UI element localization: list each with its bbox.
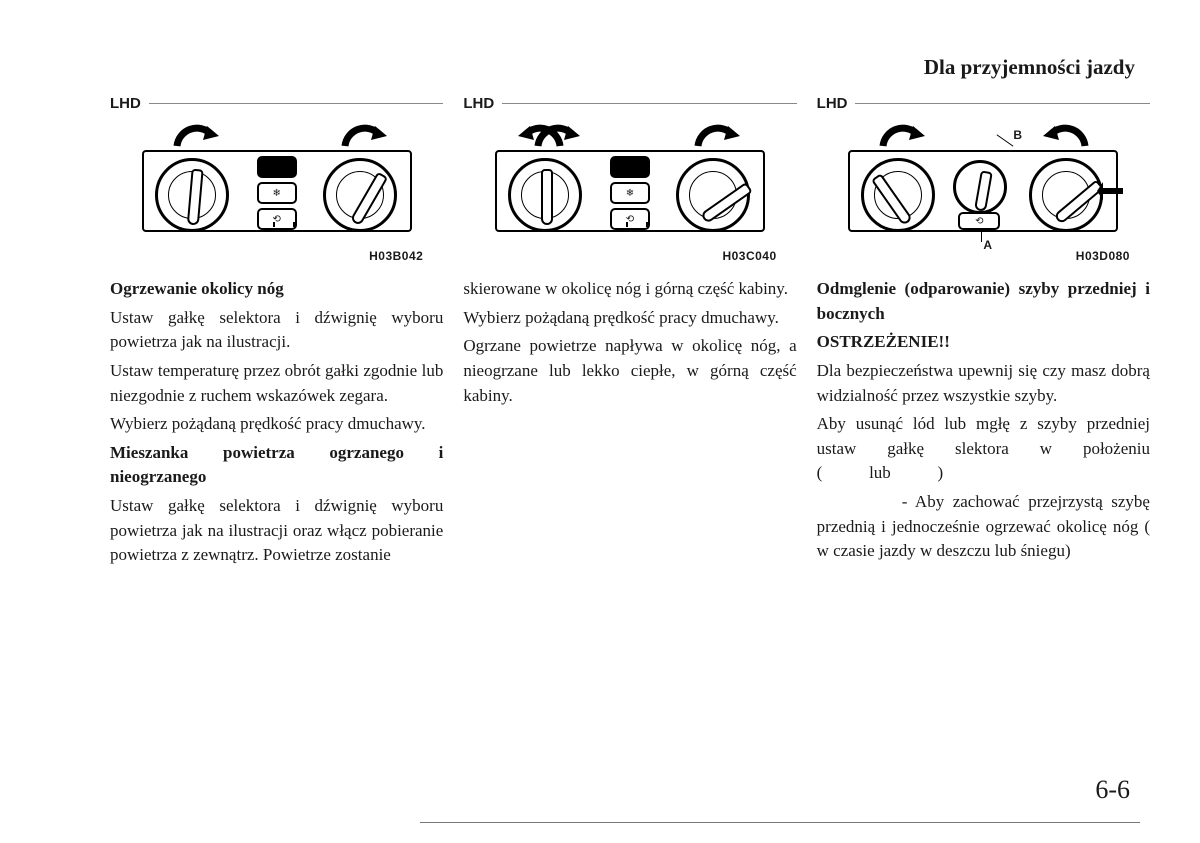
paragraph: Ustaw gałkę selektora i dźwignię wyboru … (110, 494, 443, 568)
rotate-arrow-icon (534, 124, 580, 154)
temperature-dial (508, 158, 582, 232)
recirc-button-icon: ❄ (257, 182, 297, 204)
lhd-label: LHD (817, 95, 848, 112)
rotate-arrow-icon (694, 124, 740, 154)
center-buttons: ❄ ⟲ (257, 156, 297, 234)
recirc-button-icon: ❄ (610, 182, 650, 204)
paragraph: Wybierz pożądaną prędkość pracy dmuchawy… (463, 306, 796, 331)
temperature-dial (861, 158, 935, 232)
annotation-line (981, 228, 982, 242)
paragraph: Dla bezpieczeństwa upewnij się czy masz … (817, 359, 1150, 408)
body-text: Odmglenie (odparowanie) szyby przedniej … (817, 277, 1150, 568)
column-right: LHD ⟲ B (817, 95, 1150, 572)
hvac-figure-mid: ❄ ⟲ (490, 130, 770, 240)
content-columns: LHD ❄ ⟲ (110, 95, 1150, 572)
paragraph: Wybierz pożądaną prędkość pracy dmuchawy… (110, 412, 443, 437)
lhd-row: LHD (817, 95, 1150, 120)
dial-pointer (541, 169, 553, 225)
page-header-title: Dla przyjemności jazdy (924, 55, 1135, 80)
figure-code: H03D080 (817, 249, 1130, 263)
paragraph: skierowane w okolicę nóg i górną część k… (463, 277, 796, 302)
body-text: skierowane w okolicę nóg i górną część k… (463, 277, 796, 412)
paragraph: Aby usunąć lód lub mgłę z szyby przednie… (817, 412, 1150, 486)
body-text: Ogrzewanie okolicy nóg Ustaw gałkę selek… (110, 277, 443, 572)
page: Dla przyjemności jazdy LHD (0, 0, 1200, 843)
rotate-arrow-icon (173, 124, 219, 154)
paragraph: Ustaw temperaturę przez obrót gałki zgod… (110, 359, 443, 408)
fan-dial (953, 160, 1007, 214)
mode-dial (323, 158, 397, 232)
temperature-dial (155, 158, 229, 232)
center-buttons: ❄ ⟲ (610, 156, 650, 234)
hvac-figure-left: ❄ ⟲ (137, 130, 417, 240)
heading: Odmglenie (odparowanie) szyby przedniej … (817, 277, 1150, 326)
paragraph: Ogrzane powietrze napływa w okolicę nóg,… (463, 334, 796, 408)
rotate-arrow-icon (1043, 124, 1089, 154)
defrost-button-icon: ⟲ (610, 208, 650, 230)
rotate-arrow-icon (879, 124, 925, 154)
annotation-b: B (1013, 128, 1022, 142)
figure-code: H03C040 (463, 249, 776, 263)
lhd-row: LHD (110, 95, 443, 120)
divider (149, 103, 444, 104)
hvac-figure-right: ⟲ B A (843, 130, 1123, 240)
figure-code: H03B042 (110, 249, 423, 263)
annotation-a: A (983, 238, 992, 252)
heading: Mieszanka powietrza ogrzanego i nieogrza… (110, 441, 443, 490)
lhd-row: LHD (463, 95, 796, 120)
mode-dial (1029, 158, 1103, 232)
page-number: 6-6 (1095, 775, 1130, 805)
mode-dial (676, 158, 750, 232)
rotate-arrow-icon (341, 124, 387, 154)
column-middle: LHD ❄ ⟲ (463, 95, 796, 572)
ac-button-icon (257, 156, 297, 178)
bottom-rule (420, 822, 1140, 823)
defrost-button-icon: ⟲ (257, 208, 297, 230)
warning-heading: OSTRZEŻENIE!! (817, 330, 1150, 355)
divider (502, 103, 797, 104)
dial-pointer (974, 170, 993, 211)
column-left: LHD ❄ ⟲ (110, 95, 443, 572)
paragraph: - Aby zachować przejrzystą szybę przedni… (817, 490, 1150, 564)
arrow-left-icon (1097, 178, 1123, 204)
lhd-label: LHD (110, 95, 141, 112)
ac-button-icon (610, 156, 650, 178)
lhd-label: LHD (463, 95, 494, 112)
heading: Ogrzewanie okolicy nóg (110, 277, 443, 302)
annotation-line (997, 134, 1014, 146)
paragraph: Ustaw gałkę selektora i dźwignię wyboru … (110, 306, 443, 355)
divider (855, 103, 1150, 104)
recirc-button-icon: ⟲ (958, 212, 1000, 230)
